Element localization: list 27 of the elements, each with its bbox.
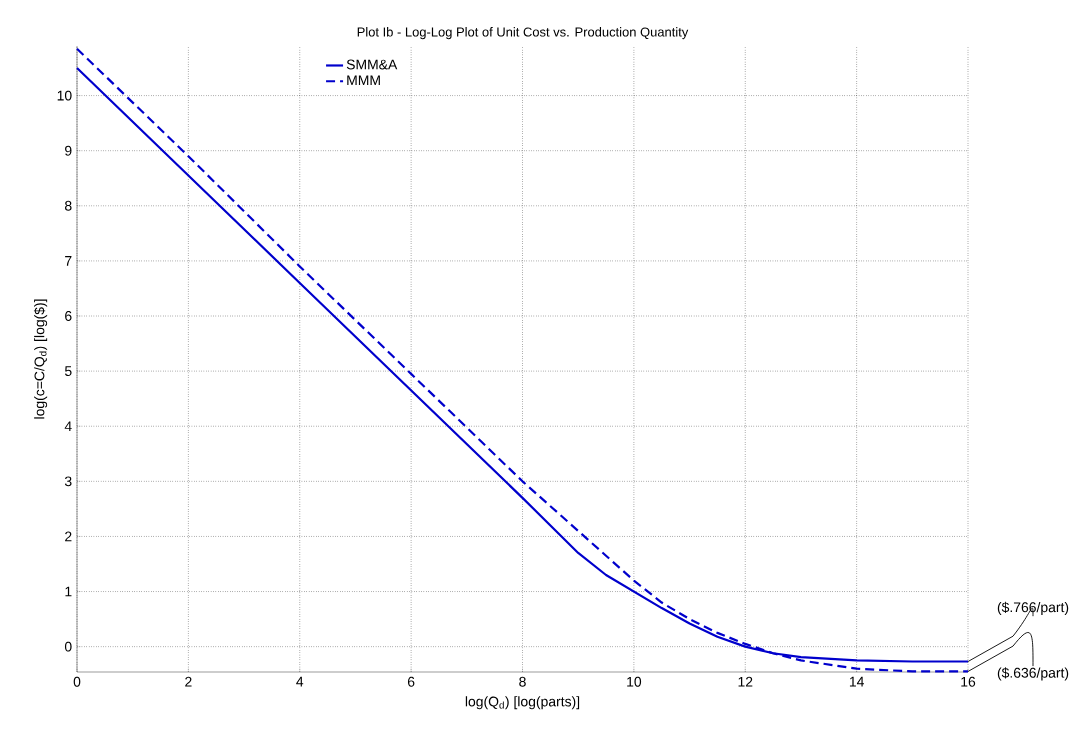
chart-title: Plot Ib - Log-Log Plot of Unit Cost vs. Production Quantity xyxy=(357,27,689,40)
y-tick-label: 5 xyxy=(64,366,72,376)
x-tick-label: 2 xyxy=(185,676,192,687)
y-tick-label: 3 xyxy=(64,476,72,487)
annotation: ($.636/part) xyxy=(997,667,1069,681)
y-axis-title: log(c=C/Q$_{d}$) [log($)] xyxy=(33,299,48,419)
x-tick-label: 8 xyxy=(519,676,526,687)
x-tick-label: 14 xyxy=(849,676,864,687)
y-tick-label: 0 xyxy=(64,641,72,652)
x-tick-label: 4 xyxy=(296,676,304,687)
y-tick-label: 10 xyxy=(57,90,72,101)
y-tick-label: 4 xyxy=(64,421,72,432)
x-tick-label: 6 xyxy=(407,676,415,687)
x-tick-label: 0 xyxy=(73,676,81,687)
y-tick-label: 6 xyxy=(65,311,72,321)
y-tick-label: 7 xyxy=(65,256,72,266)
x-tick-label: 16 xyxy=(961,676,976,687)
y-tick-label: 8 xyxy=(65,200,72,211)
x-tick-label: 10 xyxy=(627,676,642,687)
legend-label: MMM xyxy=(347,75,380,85)
y-tick-label: 1 xyxy=(65,586,72,597)
legend-label: SMM&A xyxy=(346,59,398,70)
x-axis-title: log(Q$_{d}$) [log(parts)] xyxy=(465,696,580,710)
x-tick-label: 12 xyxy=(738,676,753,687)
y-tick-label: 9 xyxy=(65,145,72,156)
y-tick-label: 2 xyxy=(65,531,72,542)
annotation: ($.766/part) xyxy=(997,601,1069,615)
